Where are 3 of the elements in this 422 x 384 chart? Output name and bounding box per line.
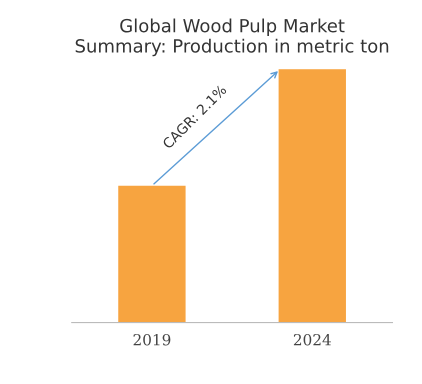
- x-tick-label: 2024: [294, 334, 331, 346]
- x-tick-label: 2019: [134, 334, 170, 346]
- chart-title: Global Wood Pulp Market Summary: Production in metric ton: [76, 18, 388, 56]
